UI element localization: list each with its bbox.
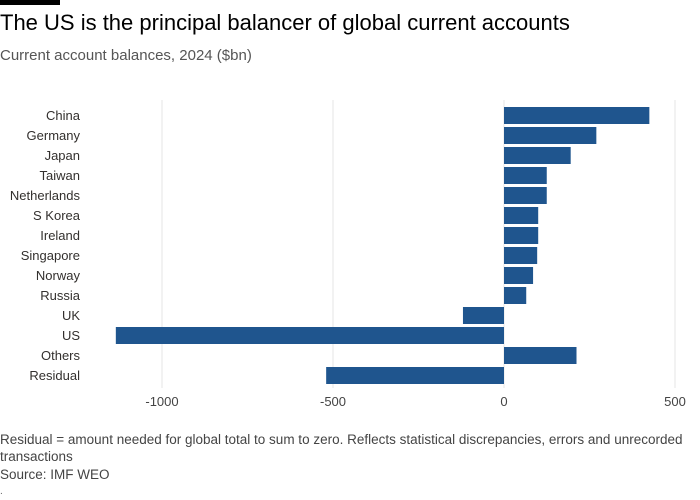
- chart-subtitle: Current account balances, 2024 ($bn): [0, 47, 252, 64]
- category-label: Norway: [36, 268, 81, 283]
- bar-singapore: [504, 247, 538, 264]
- bars: [115, 107, 650, 384]
- category-labels: China Germany Japan Taiwan Netherlands S Kore…: [10, 108, 81, 383]
- chart-title: The US is the principal balancer of glob…: [0, 10, 570, 35]
- x-tick-labels: -1000 -500 0 500: [145, 394, 685, 409]
- category-label: S Korea: [33, 208, 81, 223]
- bar-us: [115, 327, 504, 344]
- x-tick-label: -500: [320, 394, 346, 409]
- x-tick-label: 500: [664, 394, 686, 409]
- footer-marker: .: [0, 486, 3, 497]
- bar-s-korea: [504, 207, 539, 224]
- category-label: Ireland: [40, 228, 80, 243]
- category-label: Japan: [45, 148, 80, 163]
- bar-residual: [326, 367, 504, 384]
- bar-japan: [504, 147, 571, 164]
- x-tick-label: -1000: [145, 394, 178, 409]
- bar-norway: [504, 267, 534, 284]
- category-label: Residual: [29, 368, 80, 383]
- footnote: Residual = amount needed for global tota…: [0, 432, 683, 464]
- top-rule: [0, 0, 60, 5]
- bar-china: [504, 107, 650, 124]
- x-tick-label: 0: [500, 394, 507, 409]
- bar-chart: China Germany Japan Taiwan Netherlands S Kore…: [10, 100, 686, 409]
- bar-russia: [504, 287, 527, 304]
- category-label: UK: [62, 308, 80, 323]
- category-label: Taiwan: [40, 168, 80, 183]
- bar-uk: [462, 307, 504, 324]
- category-label: Singapore: [21, 248, 80, 263]
- bar-ireland: [504, 227, 539, 244]
- category-label: Russia: [40, 288, 81, 303]
- source-note: Source: IMF WEO: [0, 467, 110, 482]
- category-label: US: [62, 328, 80, 343]
- category-label: Others: [41, 348, 81, 363]
- bar-taiwan: [504, 167, 547, 184]
- category-label: Germany: [27, 128, 81, 143]
- category-label: Netherlands: [10, 188, 81, 203]
- bar-netherlands: [504, 187, 547, 204]
- bar-germany: [504, 127, 597, 144]
- bar-others: [504, 347, 577, 364]
- grid-lines: [161, 100, 676, 388]
- category-label: China: [46, 108, 81, 123]
